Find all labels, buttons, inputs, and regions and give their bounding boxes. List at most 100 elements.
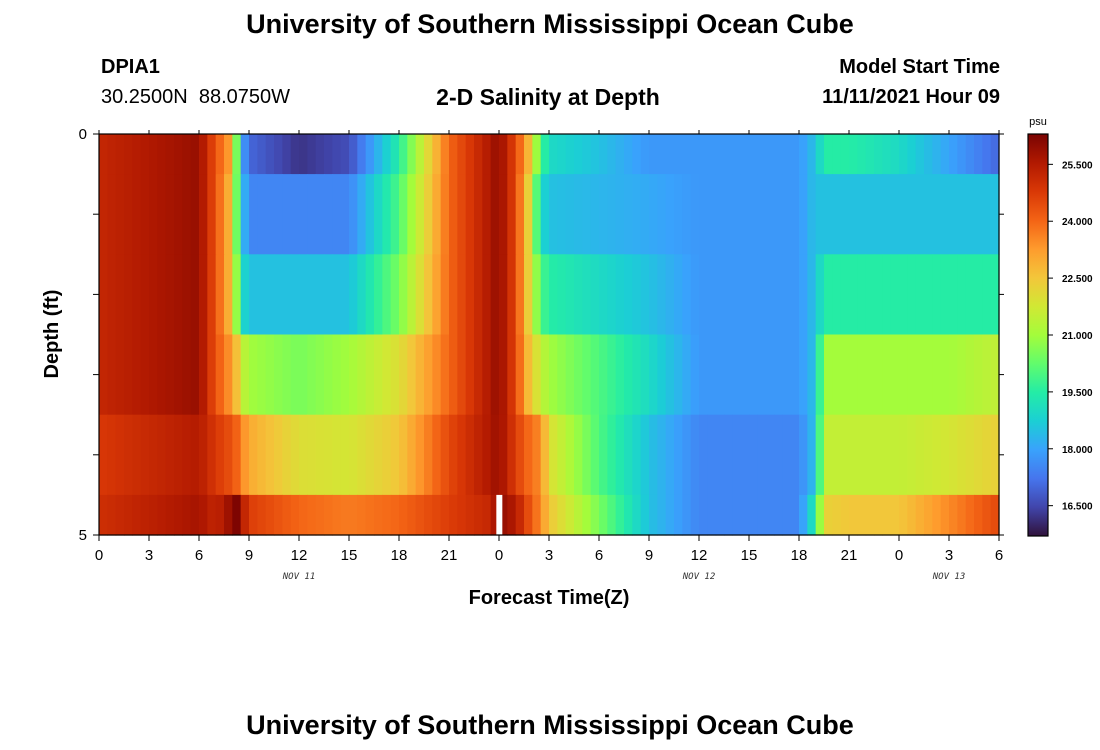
heatmap-cell	[340, 134, 350, 175]
heatmap-cell	[432, 334, 442, 416]
heatmap-cell	[840, 334, 850, 416]
heatmap-cell	[215, 414, 225, 496]
heatmap-cell	[290, 494, 300, 536]
heatmap-cell	[365, 174, 375, 255]
heatmap-cell	[724, 134, 733, 175]
heatmap-cell	[257, 334, 267, 416]
heatmap-cell	[507, 254, 517, 336]
heatmap-cell	[599, 334, 608, 416]
heatmap-cell	[665, 494, 675, 536]
heatmap-cell	[449, 254, 458, 336]
x-tick-label: 6	[995, 547, 1003, 564]
heatmap-cell	[774, 254, 783, 336]
x-tick-label: 0	[495, 547, 503, 564]
heatmap-cell	[324, 494, 333, 536]
heatmap-cell	[332, 174, 342, 255]
heatmap-cell	[207, 174, 217, 255]
heatmap-cell	[957, 494, 967, 536]
heatmap-cell	[657, 134, 667, 175]
heatmap-cell	[265, 174, 275, 255]
heatmap-cell	[824, 414, 833, 496]
heatmap-cell	[807, 174, 817, 255]
heatmap-cell	[915, 134, 925, 175]
heatmap-cell	[782, 334, 792, 416]
heatmap-cell	[715, 494, 725, 536]
heatmap-cell	[307, 134, 317, 175]
heatmap-cell	[149, 494, 158, 536]
heatmap-cell	[957, 254, 967, 336]
heatmap-cell	[832, 414, 842, 496]
x-tick-label: 6	[195, 547, 203, 564]
heatmap-cell	[690, 414, 700, 496]
heatmap-cell	[965, 254, 975, 336]
heatmap-cell	[99, 334, 108, 416]
heatmap-cell	[682, 174, 692, 255]
heatmap-cell	[590, 494, 600, 536]
heatmap-cell	[157, 254, 167, 336]
heatmap-cell	[307, 254, 317, 336]
heatmap-cell	[465, 334, 475, 416]
heatmap-cell	[349, 414, 358, 496]
heatmap-cell	[832, 174, 842, 255]
heatmap-cell	[682, 134, 692, 175]
heatmap-cell	[565, 414, 575, 496]
heatmap-cell	[799, 174, 808, 255]
heatmap-cell	[124, 174, 133, 255]
heatmap-cell	[515, 414, 525, 496]
heatmap-cell	[499, 414, 508, 496]
heatmap-cell	[782, 254, 792, 336]
heatmap-cell	[124, 134, 133, 175]
heatmap-cell	[407, 494, 417, 536]
heatmap-cell	[382, 414, 392, 496]
heatmap-cell	[740, 494, 750, 536]
page-title: University of Southern Mississippi Ocean…	[246, 9, 854, 39]
heatmap-cell	[549, 254, 558, 336]
heatmap-cell	[607, 134, 617, 175]
heatmap-cell	[549, 414, 558, 496]
heatmap-cell	[790, 254, 800, 336]
heatmap-cell	[624, 134, 633, 175]
heatmap-cell	[707, 174, 717, 255]
x-axis-label: Forecast Time(Z)	[469, 587, 630, 609]
heatmap-cell	[957, 334, 967, 416]
heatmap-cell	[240, 134, 250, 175]
heatmap-cell	[199, 334, 208, 416]
heatmap-cell	[749, 414, 758, 496]
heatmap-cell	[890, 494, 900, 536]
heatmap-cell	[215, 254, 225, 336]
heatmap-cell	[699, 174, 708, 255]
heatmap-cell	[482, 134, 492, 175]
heatmap-cell	[190, 414, 200, 496]
x-tick-label: 9	[245, 547, 253, 564]
heatmap-cell	[565, 134, 575, 175]
heatmap-cell	[707, 254, 717, 336]
date-label: NOV 12	[682, 572, 716, 582]
heatmap-cell	[257, 174, 267, 255]
heatmap-cell	[857, 494, 867, 536]
heatmap-cell	[265, 334, 275, 416]
heatmap-cell	[199, 134, 208, 175]
heatmap-cell	[424, 494, 433, 536]
heatmap-cell	[707, 334, 717, 416]
heatmap-cell	[515, 134, 525, 175]
heatmap-cell	[640, 494, 650, 536]
heatmap-cell	[182, 254, 192, 336]
heatmap-cell	[982, 334, 992, 416]
x-tick-label: 21	[841, 547, 858, 564]
heatmap-cell	[524, 254, 533, 336]
heatmap-cell	[932, 414, 942, 496]
heatmap-cell	[532, 334, 542, 416]
heatmap-cell	[574, 414, 583, 496]
heatmap-cell	[932, 254, 942, 336]
heatmap-cell	[207, 254, 217, 336]
heatmap-cell	[874, 254, 883, 336]
heatmap-cell	[165, 134, 175, 175]
heatmap-cell	[174, 174, 183, 255]
heatmap-cell	[982, 134, 992, 175]
heatmap-cell	[974, 494, 983, 536]
heatmap-cell	[849, 254, 858, 336]
heatmap-cell	[757, 134, 767, 175]
heatmap-cell	[382, 134, 392, 175]
heatmap-cell	[465, 254, 475, 336]
heatmap-cell	[332, 134, 342, 175]
